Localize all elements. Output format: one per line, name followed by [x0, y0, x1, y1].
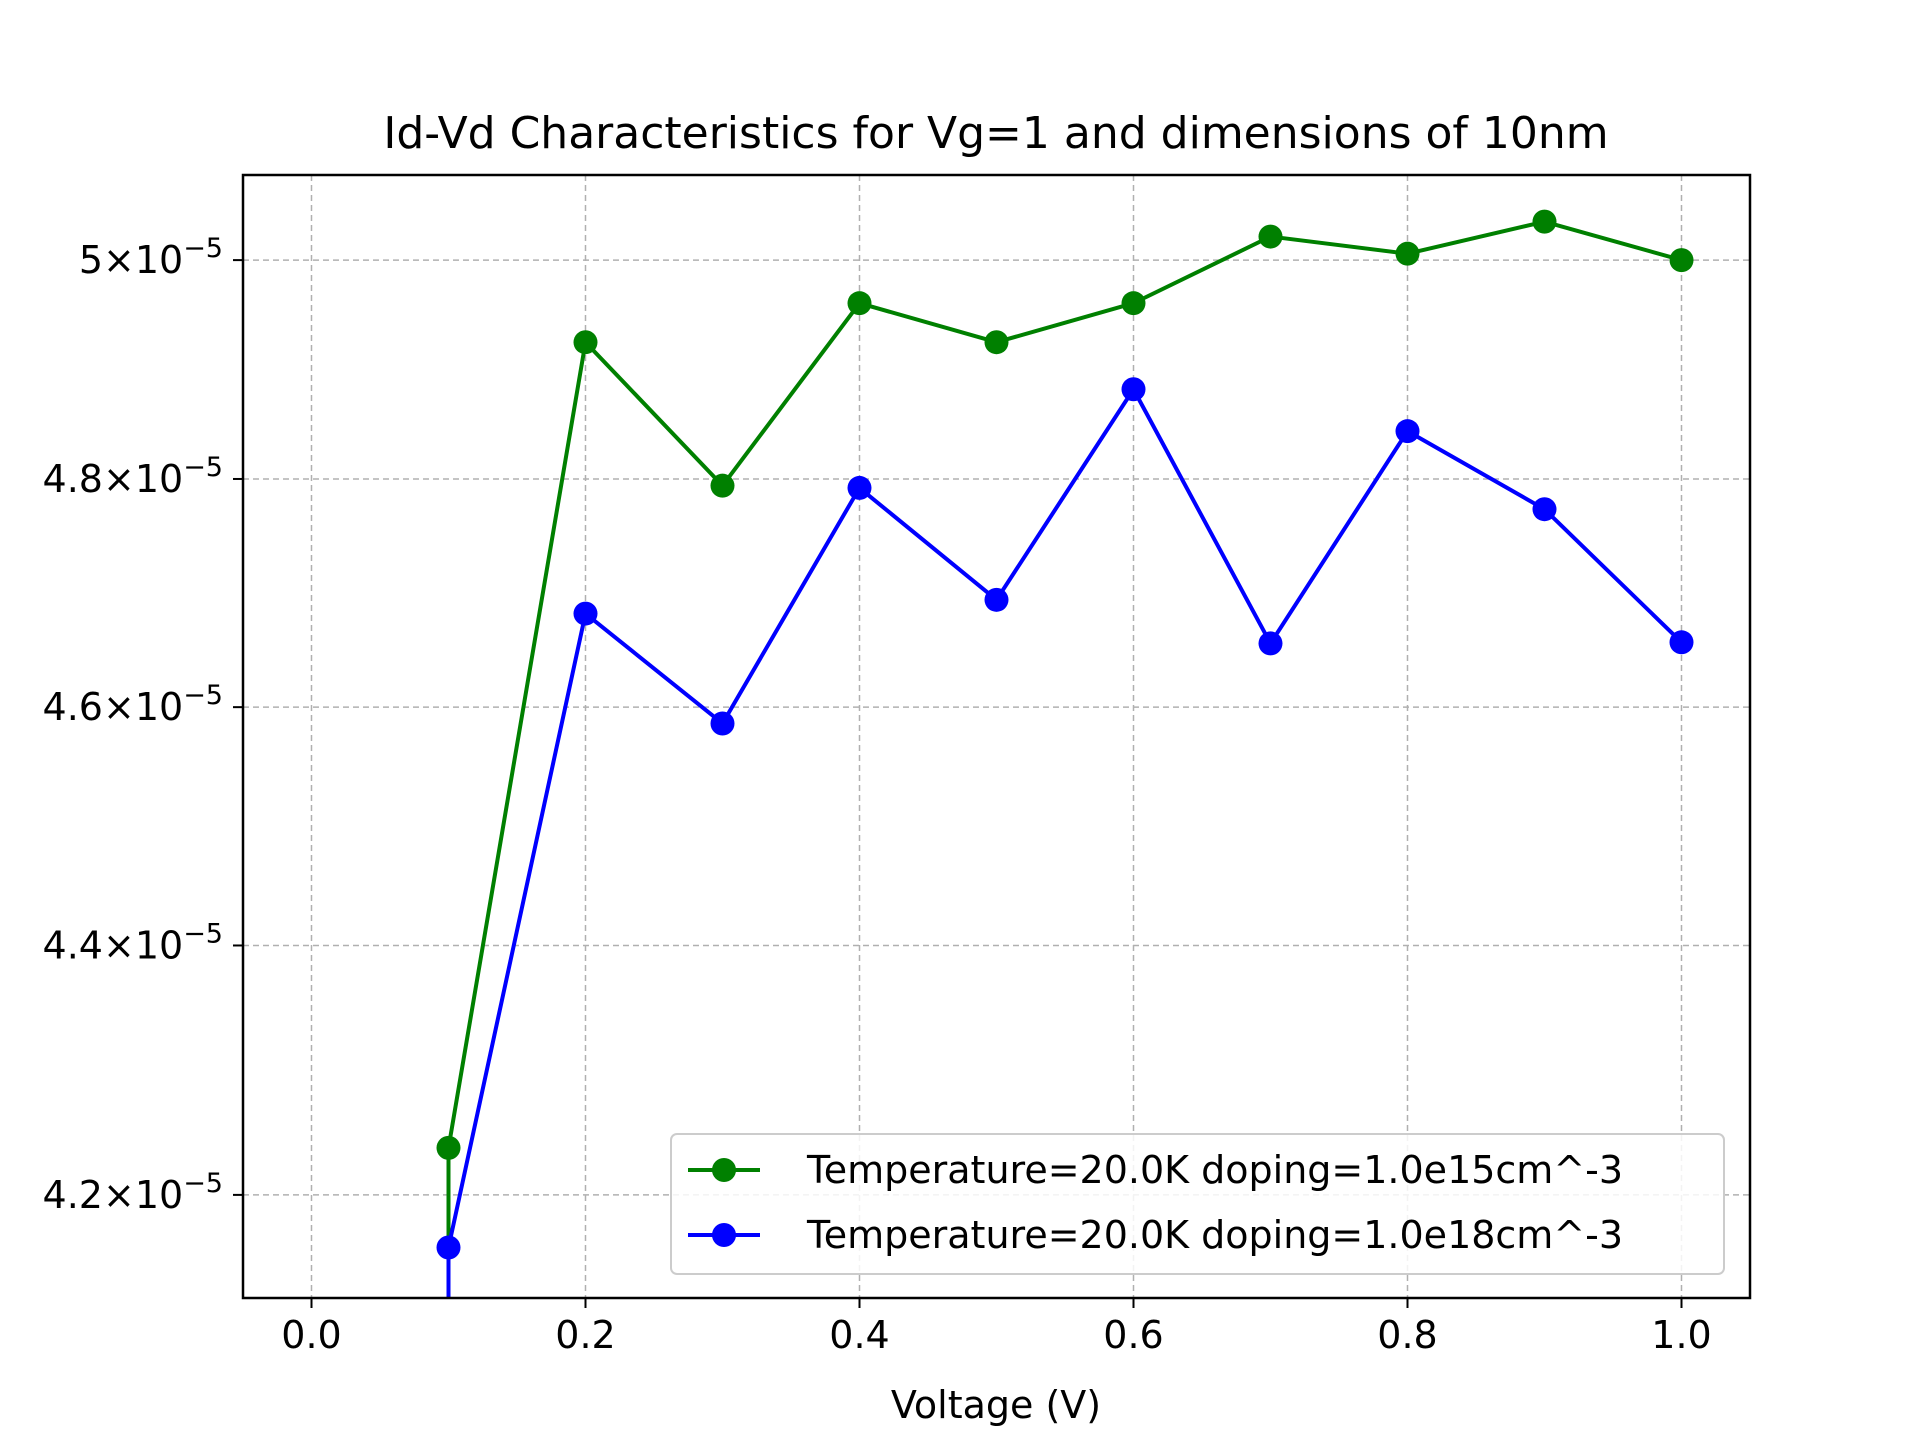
series-1-point — [1395, 241, 1420, 266]
y-tick-exponent: −5 — [183, 233, 223, 264]
series-2-point — [1395, 419, 1420, 444]
y-tick-exponent: −5 — [183, 452, 223, 483]
series-1-point — [984, 330, 1009, 355]
y-tick-mantissa: 5×10 — [79, 238, 183, 282]
series-2-point — [984, 587, 1009, 612]
y-axis-ticks: 4.2×10−54.4×10−54.6×10−54.8×10−55×10−5 — [43, 233, 243, 1217]
y-tick-label: 5×10−5 — [79, 233, 223, 282]
series-1-point — [710, 473, 735, 498]
chart-title: Id-Vd Characteristics for Vg=1 and dimen… — [383, 108, 1608, 159]
series-2-point — [573, 601, 598, 626]
series-2-point — [1121, 377, 1146, 402]
series-1-point — [1532, 209, 1557, 234]
y-tick-mantissa: 4.4×10 — [43, 923, 184, 967]
x-axis-ticks: 0.0 0.2 0.4 0.6 0.8 1.0 — [281, 1298, 1712, 1357]
series-1-point — [1258, 224, 1283, 249]
y-tick-exponent: −5 — [183, 1168, 223, 1199]
y-tick-label: 4.6×10−5 — [43, 680, 223, 729]
x-tick-label: 0.6 — [1103, 1313, 1163, 1357]
y-tick-mantissa: 4.2×10 — [43, 1173, 184, 1217]
series-2-point — [1532, 497, 1557, 522]
series-2-point — [847, 475, 872, 500]
x-axis-label: Voltage (V) — [891, 1383, 1101, 1427]
legend-label: Temperature=20.0K doping=1.0e15cm^-3 — [806, 1148, 1623, 1192]
legend-label: Temperature=20.0K doping=1.0e18cm^-3 — [806, 1213, 1623, 1257]
y-tick-mantissa: 4.8×10 — [43, 457, 184, 501]
series-1-point — [847, 291, 872, 316]
x-tick-label: 0.8 — [1377, 1313, 1437, 1357]
y-tick-exponent: −5 — [183, 918, 223, 949]
legend-box — [670, 1133, 1725, 1275]
series-2-point — [436, 1235, 461, 1260]
legend-swatch-marker — [712, 1223, 736, 1247]
series-1-point — [1121, 291, 1146, 316]
x-tick-label: 0.4 — [829, 1313, 889, 1357]
plot-frame — [241, 173, 1752, 1300]
y-tick-mantissa: 4.6×10 — [43, 685, 184, 729]
x-tick-label: 0.0 — [281, 1313, 341, 1357]
y-tick-label: 4.4×10−5 — [43, 918, 223, 967]
y-tick-label: 4.8×10−5 — [43, 452, 223, 501]
legend-swatch-marker — [712, 1158, 736, 1182]
y-tick-exponent: −5 — [183, 680, 223, 711]
series-1-point — [436, 1135, 461, 1160]
series-2-point — [1258, 631, 1283, 656]
series-1-point — [1669, 248, 1694, 273]
x-tick-label: 1.0 — [1651, 1313, 1711, 1357]
marker-layer — [436, 209, 1694, 1260]
series-1-point — [573, 330, 598, 355]
series-2-point — [710, 711, 735, 736]
x-tick-label: 0.2 — [555, 1313, 615, 1357]
y-tick-label: 4.2×10−5 — [43, 1168, 223, 1217]
series-2-point — [1669, 630, 1694, 655]
legend: Temperature=20.0K doping=1.0e15cm^-3 Temp… — [670, 1133, 1725, 1275]
